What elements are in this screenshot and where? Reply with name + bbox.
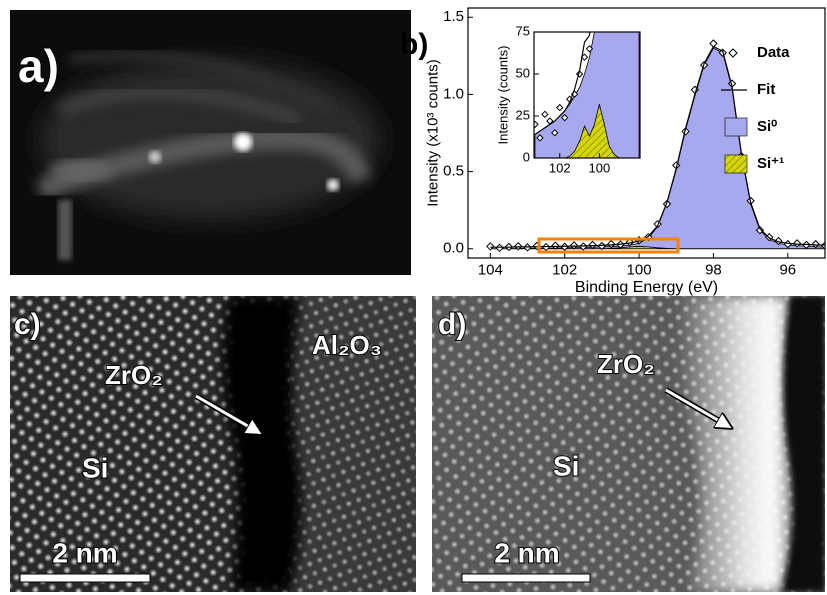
legend-label: Si⁺¹	[757, 155, 784, 172]
x-tick-label: 98	[705, 262, 722, 279]
legend-label: Si⁰	[757, 118, 777, 135]
x-tick-label: 96	[779, 262, 796, 279]
panel-label: a)	[18, 40, 59, 92]
legend-label: Fit	[757, 81, 775, 98]
y-axis-title: Intensity (x10³ counts)	[424, 59, 441, 207]
layer-label: Al₂O₃	[312, 330, 382, 360]
layer-label: Si	[553, 450, 579, 481]
panel-d-image	[432, 296, 825, 592]
scale-label: 2 nm	[52, 537, 117, 568]
legend-symbol	[725, 118, 747, 136]
y-tick-label: 1.5	[443, 8, 464, 25]
y-tick-label: 75	[516, 23, 530, 38]
x-tick-label: 100	[589, 160, 611, 175]
y-tick-label: 0	[523, 149, 530, 164]
figure: a) b) c) Al₂O₃ ZrO₂ Si 2 nm d) ZrO₂ Si 2…	[0, 0, 827, 595]
layer-label: ZrO₂	[105, 360, 163, 390]
x-tick-label: 102	[549, 160, 571, 175]
scale-label: 2 nm	[494, 537, 559, 568]
spectrum-panel: 0.0 0.5 1.0 1.5 104 102 100 98 96 Binding Energy …	[424, 0, 827, 296]
scale-bar	[462, 574, 590, 582]
y-tick-label: 25	[516, 107, 530, 122]
x-tick-label: 102	[552, 262, 577, 279]
x-tick-label: 104	[478, 262, 503, 279]
legend-label: Data	[757, 44, 790, 61]
y-tick-label: 0.0	[443, 240, 464, 257]
y-tick-label: 0.5	[443, 163, 464, 180]
panel-a-image	[10, 10, 411, 275]
x-axis-title: Binding Energy (eV)	[575, 279, 718, 296]
x-tick-label: 100	[627, 262, 652, 279]
layer-label: Si	[82, 452, 108, 483]
y-tick-label: 50	[516, 65, 530, 80]
panel-label: c)	[14, 308, 41, 341]
panel-label: d)	[438, 308, 466, 341]
panel-label: b)	[400, 28, 428, 61]
y-tick-label: 1.0	[443, 85, 464, 102]
y-axis-title: Intensity (counts)	[496, 45, 511, 144]
scale-bar	[20, 574, 150, 582]
page: a) b) c) Al₂O₃ ZrO₂ Si 2 nm d) ZrO₂ Si 2…	[0, 0, 827, 595]
layer-label: ZrO₂	[597, 349, 655, 379]
legend-symbol	[725, 155, 747, 173]
